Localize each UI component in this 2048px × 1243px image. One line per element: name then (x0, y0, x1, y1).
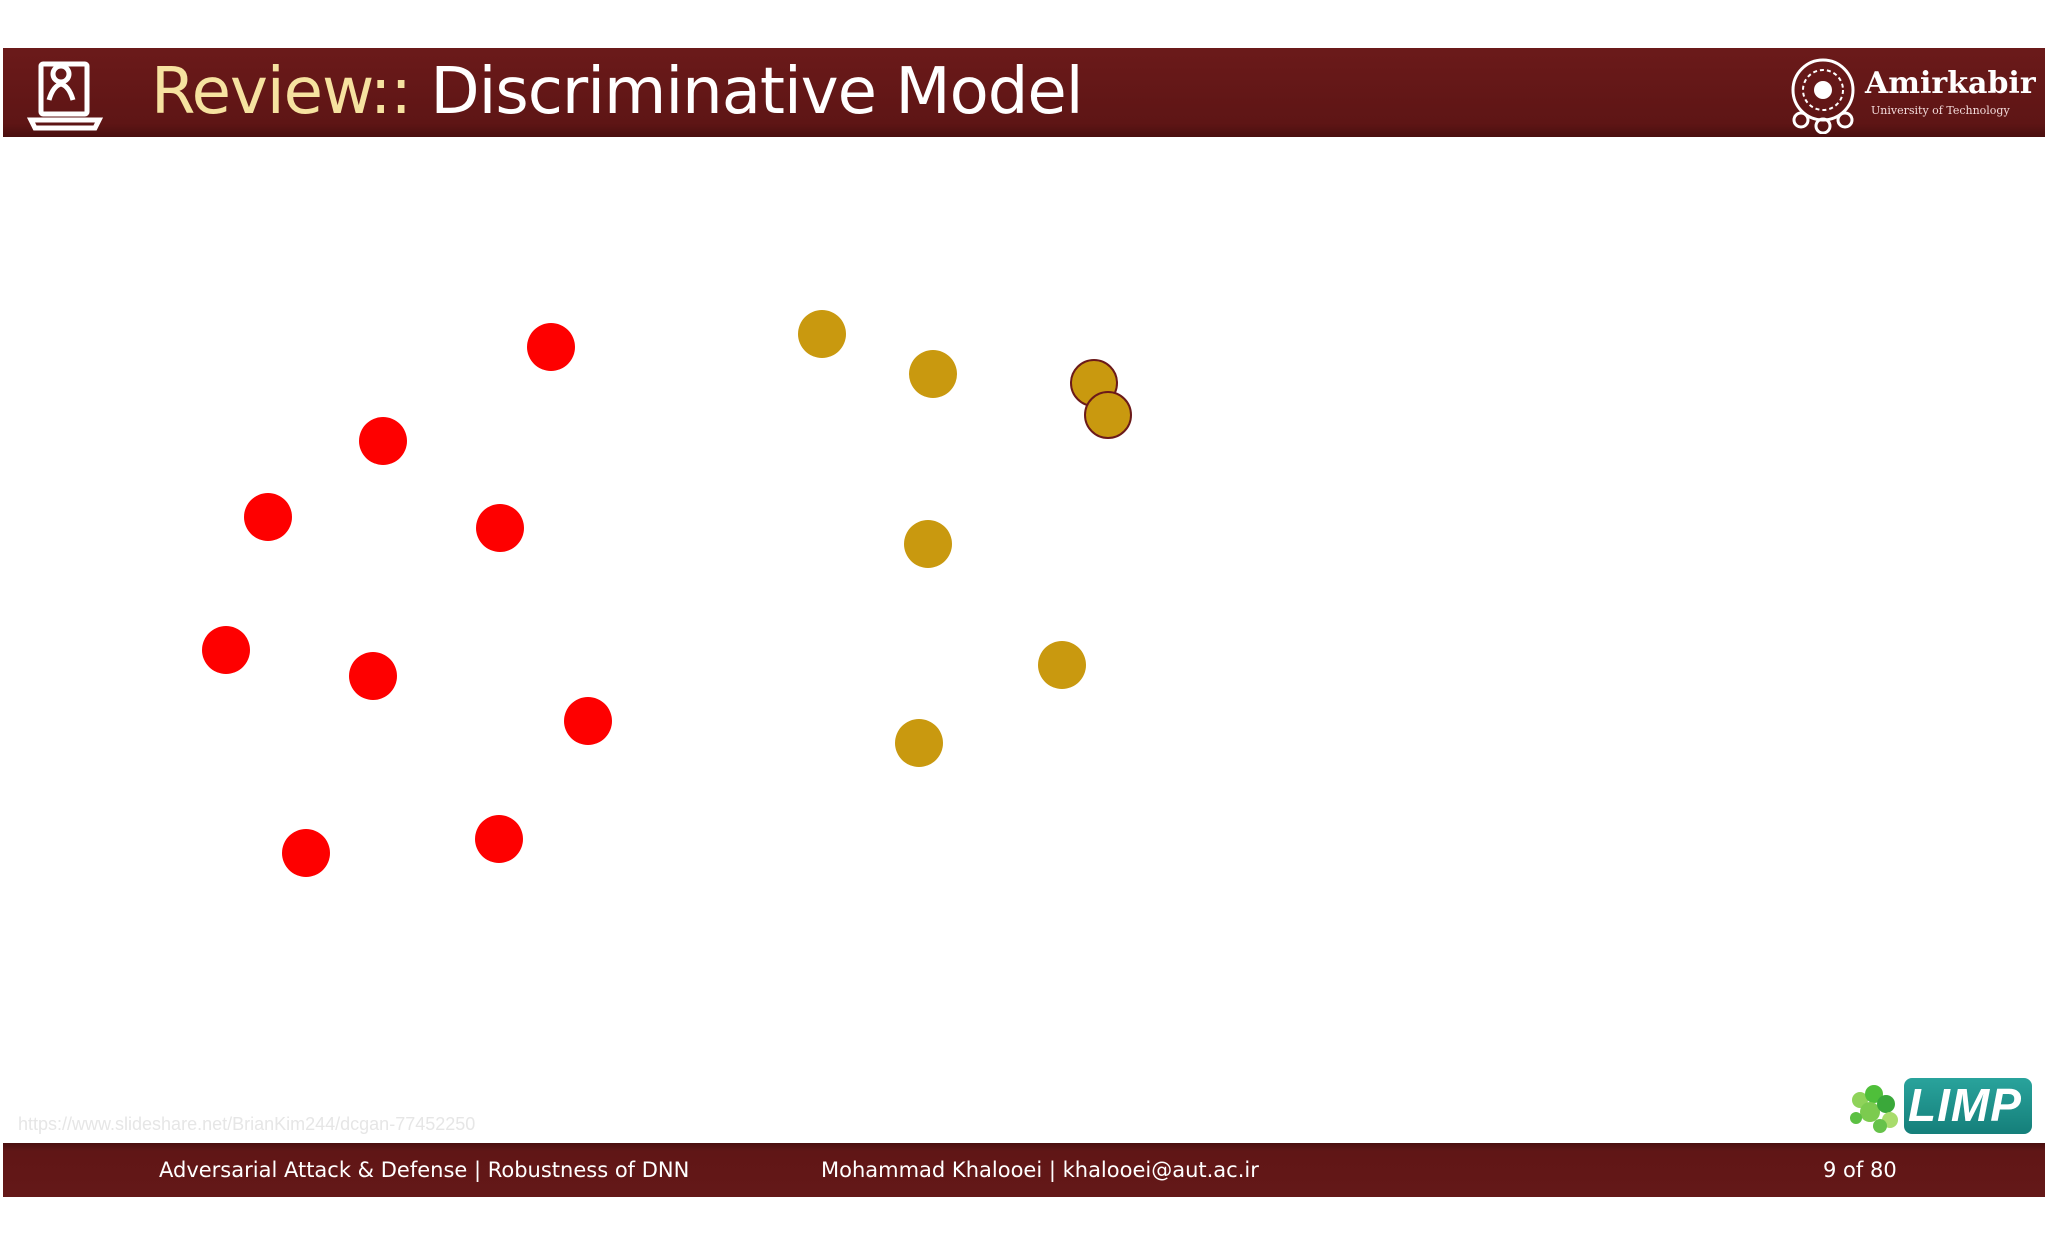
gold-data-point (895, 719, 943, 767)
lab-logo-dots-icon (1850, 1085, 1898, 1133)
red-data-point (476, 504, 524, 552)
slide-header: Review:: Discriminative Model Amirkabir … (3, 48, 2045, 137)
slide-title: Review:: Discriminative Model (151, 52, 1084, 132)
red-data-point (564, 697, 612, 745)
gold-data-point (798, 310, 846, 358)
university-name: Amirkabir (1865, 66, 2036, 101)
red-data-point (527, 323, 575, 371)
university-logo: Amirkabir University of Technology (1783, 52, 2036, 134)
footer-author: Mohammad Khalooei | khalooei@aut.ac.ir (821, 1158, 1259, 1182)
title-main: Discriminative Model (410, 55, 1083, 129)
limp-badge: LIMP (1904, 1078, 2032, 1134)
scatter-plot (0, 150, 2048, 1110)
source-url: https://www.slideshare.net/BrianKim244/d… (18, 1114, 476, 1134)
footer-page-number: 9 of 80 (1823, 1158, 1897, 1182)
footer-course: Adversarial Attack & Defense | Robustnes… (159, 1158, 690, 1182)
red-data-point (202, 626, 250, 674)
red-data-point (349, 652, 397, 700)
gold-data-point (909, 350, 957, 398)
slide-footer: Adversarial Attack & Defense | Robustnes… (3, 1143, 2045, 1197)
gold-data-point (1038, 641, 1086, 689)
university-emblem-icon (1791, 58, 1855, 134)
limp-logo: LIMP (1846, 1076, 2036, 1138)
university-subtitle: University of Technology (1871, 104, 2010, 117)
limp-text: LIMP (1908, 1079, 2022, 1131)
gold-data-point (1084, 391, 1132, 439)
red-data-point (359, 417, 407, 465)
red-data-point (282, 829, 330, 877)
red-data-point (475, 815, 523, 863)
gold-data-point (904, 520, 952, 568)
red-data-point (244, 493, 292, 541)
computer-user-icon (27, 61, 103, 131)
title-prefix: Review:: (151, 55, 412, 129)
